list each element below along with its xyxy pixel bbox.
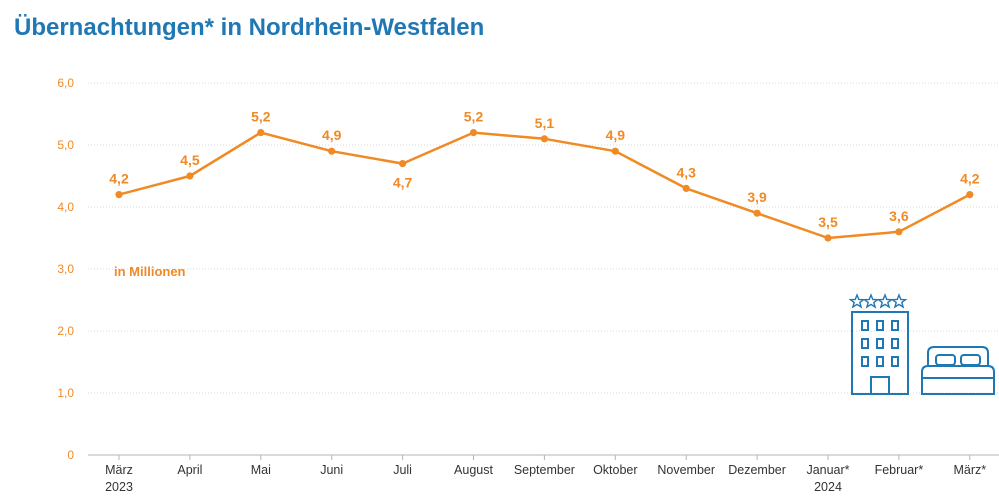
y-tick-label: 4,0 (57, 200, 74, 214)
data-point (469, 129, 478, 137)
y-tick-label: 1,0 (57, 386, 74, 400)
page-title: Übernachtungen* in Nordrhein-Westfalen (14, 14, 485, 41)
x-tick-label: Oktober (593, 463, 637, 477)
x-year-label: 2024 (814, 480, 842, 494)
y-axis-ticks: 0 1,0 2,0 3,0 4,0 5,0 6,0 (57, 76, 74, 462)
y-tick-label: 2,0 (57, 324, 74, 338)
data-point (399, 160, 407, 168)
data-label: 4,7 (393, 175, 413, 191)
y-tick-label: 5,0 (57, 138, 74, 152)
bed-icon (921, 346, 995, 395)
x-tick-label: März* (953, 463, 986, 477)
x-axis-ticks: März 2023 April Mai Juni Juli August September O… (105, 455, 986, 494)
data-label: 5,2 (251, 109, 271, 125)
x-tick-label: Januar* (806, 463, 849, 477)
x-tick-label: November (657, 463, 715, 477)
series-layer (115, 129, 974, 242)
data-point (682, 184, 690, 192)
y-tick-label: 3,0 (57, 262, 74, 276)
data-label: 4,9 (606, 127, 626, 143)
data-label: 3,6 (889, 208, 909, 224)
data-labels: 4,2 4,5 5,2 4,9 4,7 5,2 5,1 4,9 4,3 3,9 3,5 3,6 4,2 (109, 109, 979, 230)
series-line (118, 131, 971, 240)
x-tick-label: August (454, 463, 493, 477)
gridlines (88, 82, 999, 456)
x-tick-label: April (177, 463, 202, 477)
data-label: 4,3 (676, 164, 696, 180)
x-tick-label: Februar* (875, 463, 924, 477)
y-tick-label: 6,0 (57, 76, 74, 90)
data-point (824, 234, 832, 242)
data-label: 4,2 (109, 171, 129, 187)
data-point (186, 172, 194, 180)
data-point (257, 129, 265, 137)
data-point (540, 135, 549, 143)
unit-label: in Millionen (114, 264, 186, 279)
x-year-label: 2023 (105, 480, 133, 494)
x-tick-label: Juli (393, 463, 412, 477)
data-label: 3,5 (818, 214, 838, 230)
data-label: 4,2 (960, 171, 980, 187)
data-point (966, 191, 974, 199)
data-label: 4,5 (180, 152, 200, 168)
data-point (115, 191, 123, 199)
data-point (753, 209, 761, 217)
data-point (895, 228, 903, 236)
star-icons (848, 293, 908, 309)
data-label: 5,1 (535, 115, 555, 131)
x-tick-label: September (514, 463, 575, 477)
x-tick-label: Juni (320, 463, 343, 477)
data-label: 4,9 (322, 127, 342, 143)
data-label: 5,2 (464, 109, 484, 125)
data-point (328, 147, 336, 155)
x-tick-label: Mai (251, 463, 271, 477)
y-tick-label: 0 (67, 448, 74, 462)
x-tick-label: März (105, 463, 133, 477)
data-point (611, 147, 619, 155)
hotel-icon (848, 293, 909, 395)
data-label: 3,9 (747, 189, 767, 205)
x-tick-label: Dezember (728, 463, 786, 477)
